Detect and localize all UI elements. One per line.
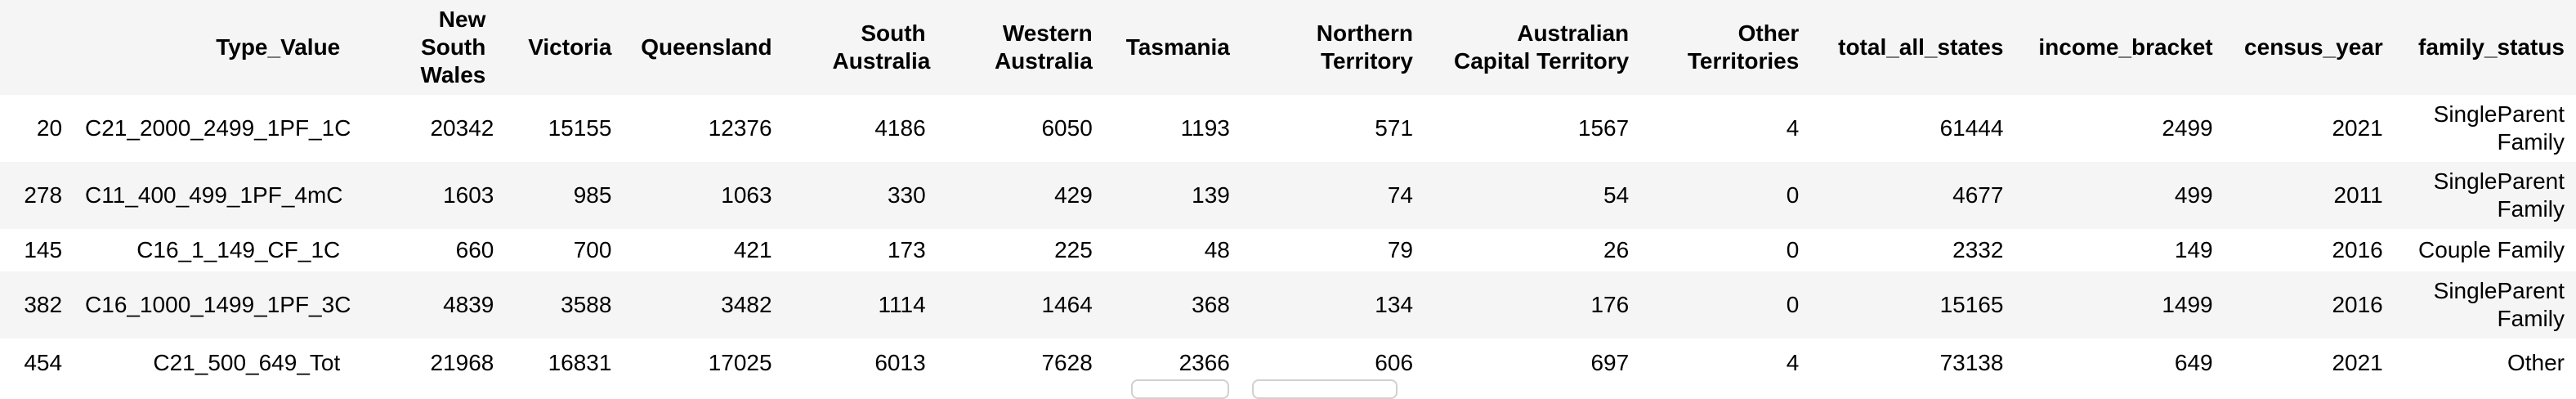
cell-family-status: Other xyxy=(2507,350,2565,375)
cell-south-australia: 6013 xyxy=(874,350,926,375)
column-header-queensland: Queensland xyxy=(641,34,772,60)
cell-tasmania: 2366 xyxy=(1178,350,1230,375)
header-row: Type_Value New South Wales Victoria Quee… xyxy=(0,0,2576,95)
cell-victoria: 15155 xyxy=(548,115,612,141)
cell-family-status: SingleParent Family xyxy=(2433,101,2565,155)
cell-western-australia: 1464 xyxy=(1041,292,1093,317)
partial-button-left[interactable] xyxy=(1131,379,1229,399)
cell-other-territories: 0 xyxy=(1786,237,1800,262)
cell-income-bracket: 149 xyxy=(2174,237,2213,262)
cell-other-territories: 0 xyxy=(1786,182,1800,208)
cell-type-value: C21_500_649_Tot xyxy=(153,350,341,375)
column-header-south-australia: South Australia xyxy=(832,20,931,74)
cell-income-bracket: 649 xyxy=(2174,350,2213,375)
cell-total-all-states: 73138 xyxy=(1939,350,2004,375)
cell-queensland: 17025 xyxy=(708,350,772,375)
cell-other-territories: 0 xyxy=(1786,292,1800,317)
cell-queensland: 421 xyxy=(733,237,772,262)
column-header-other-territories: Other Territories xyxy=(1687,20,1800,74)
cell-western-australia: 7628 xyxy=(1041,350,1093,375)
column-header-total-all-states: total_all_states xyxy=(1838,34,2004,60)
cell-western-australia: 225 xyxy=(1054,237,1093,262)
cell-new-south-wales: 660 xyxy=(455,237,494,262)
cell-northern-territory: 74 xyxy=(1387,182,1414,208)
cell-tasmania: 368 xyxy=(1192,292,1230,317)
cell-victoria: 16831 xyxy=(548,350,612,375)
cell-australian-capital-territory: 1567 xyxy=(1577,115,1630,141)
cell-census-year: 2021 xyxy=(2332,350,2383,375)
cell-total-all-states: 4677 xyxy=(1952,182,2004,208)
cell-tasmania: 48 xyxy=(1204,237,1230,262)
table-row: 20 C21_2000_2499_1PF_1C 20342 15155 1237… xyxy=(0,95,2576,162)
column-header-census-year: census_year xyxy=(2244,34,2383,60)
row-index: 20 xyxy=(36,115,63,141)
row-index: 145 xyxy=(24,237,63,262)
cell-australian-capital-territory: 54 xyxy=(1603,182,1630,208)
cell-family-status: Couple Family xyxy=(2418,237,2565,262)
cell-tasmania: 1193 xyxy=(1180,115,1230,141)
cell-tasmania: 139 xyxy=(1192,182,1230,208)
column-header-new-south-wales: New South Wales xyxy=(420,7,486,87)
cell-northern-territory: 134 xyxy=(1375,292,1414,317)
column-header-western-australia: Western Australia xyxy=(994,20,1093,74)
cell-census-year: 2011 xyxy=(2333,182,2383,208)
cell-total-all-states: 2332 xyxy=(1952,237,2004,262)
cell-queensland: 12376 xyxy=(708,115,772,141)
cell-other-territories: 4 xyxy=(1786,350,1800,375)
column-header-index xyxy=(0,0,74,95)
partial-button-right[interactable] xyxy=(1252,379,1398,399)
cell-south-australia: 173 xyxy=(887,237,926,262)
cell-income-bracket: 499 xyxy=(2174,182,2213,208)
cell-other-territories: 4 xyxy=(1786,115,1800,141)
column-header-tasmania: Tasmania xyxy=(1125,34,1230,60)
cell-australian-capital-territory: 697 xyxy=(1590,350,1630,375)
cell-new-south-wales: 21968 xyxy=(430,350,494,375)
column-header-income-bracket: income_bracket xyxy=(2038,34,2213,60)
cell-victoria: 985 xyxy=(573,182,612,208)
cell-queensland: 3482 xyxy=(721,292,772,317)
column-header-northern-territory: Northern Territory xyxy=(1316,20,1414,74)
cell-australian-capital-territory: 26 xyxy=(1603,237,1630,262)
cell-income-bracket: 1499 xyxy=(2162,292,2213,317)
cell-northern-territory: 571 xyxy=(1375,115,1414,141)
cell-western-australia: 429 xyxy=(1054,182,1093,208)
cell-south-australia: 330 xyxy=(887,182,926,208)
cell-census-year: 2016 xyxy=(2332,292,2383,317)
cell-queensland: 1063 xyxy=(721,182,772,208)
cell-new-south-wales: 20342 xyxy=(430,115,494,141)
cell-south-australia: 4186 xyxy=(874,115,926,141)
dataframe-table: Type_Value New South Wales Victoria Quee… xyxy=(0,0,2576,375)
cell-type-value: C16_1_149_CF_1C xyxy=(136,237,341,262)
cell-south-australia: 1114 xyxy=(878,292,926,317)
column-header-family-status: family_status xyxy=(2418,34,2565,60)
table-row: 278 C11_400_499_1PF_4mC 1603 985 1063 33… xyxy=(0,162,2576,229)
cell-northern-territory: 79 xyxy=(1387,237,1414,262)
cell-total-all-states: 61444 xyxy=(1939,115,2004,141)
cell-new-south-wales: 4839 xyxy=(443,292,494,317)
cell-type-value: C21_2000_2499_1PF_1C xyxy=(85,115,351,141)
table-row: 382 C16_1000_1499_1PF_3C 4839 3588 3482 … xyxy=(0,271,2576,338)
table-row: 145 C16_1_149_CF_1C 660 700 421 173 225 … xyxy=(0,229,2576,271)
cell-northern-territory: 606 xyxy=(1375,350,1414,375)
cell-type-value: C11_400_499_1PF_4mC xyxy=(85,182,343,208)
cell-western-australia: 6050 xyxy=(1041,115,1093,141)
cell-family-status: SingleParent Family xyxy=(2433,168,2565,222)
row-index: 278 xyxy=(24,182,63,208)
cell-victoria: 700 xyxy=(573,237,612,262)
column-header-victoria: Victoria xyxy=(528,34,612,60)
cell-census-year: 2021 xyxy=(2332,115,2383,141)
cell-income-bracket: 2499 xyxy=(2162,115,2213,141)
cell-census-year: 2016 xyxy=(2332,237,2383,262)
row-index: 382 xyxy=(24,292,63,317)
cell-victoria: 3588 xyxy=(561,292,612,317)
column-header-type-value: Type_Value xyxy=(216,34,341,60)
cell-type-value: C16_1000_1499_1PF_3C xyxy=(85,292,351,317)
cell-australian-capital-territory: 176 xyxy=(1590,292,1630,317)
cell-family-status: SingleParent Family xyxy=(2433,278,2565,331)
cell-total-all-states: 15165 xyxy=(1939,292,2004,317)
row-index: 454 xyxy=(24,350,63,375)
column-header-australian-capital-territory: Australian Capital Territory xyxy=(1453,20,1630,74)
cell-new-south-wales: 1603 xyxy=(443,182,494,208)
